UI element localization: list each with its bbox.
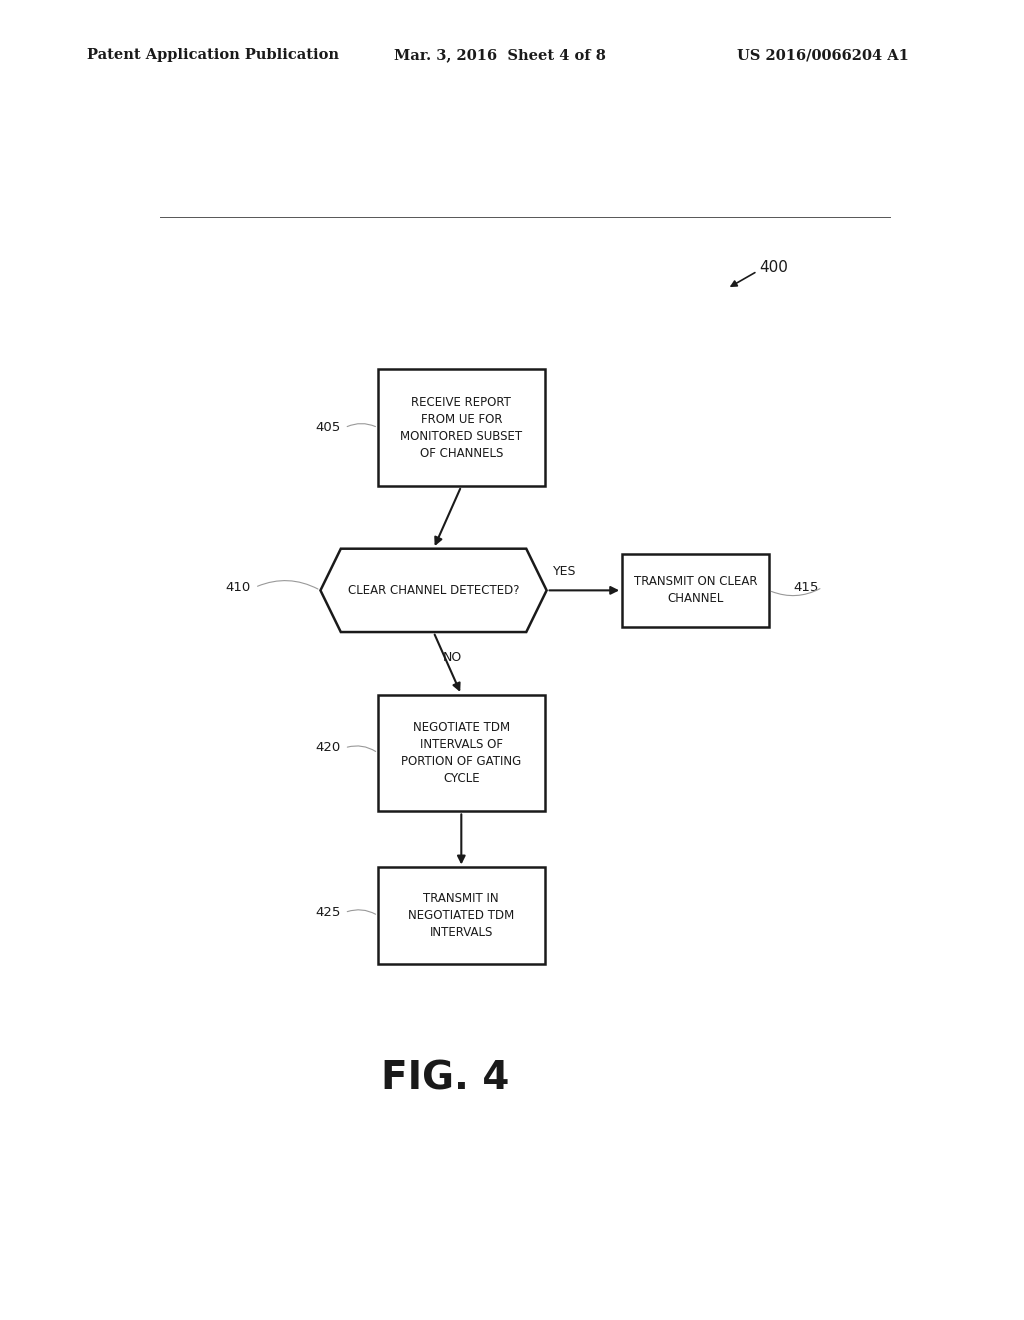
FancyBboxPatch shape [622, 554, 769, 627]
Text: 425: 425 [315, 906, 341, 919]
FancyBboxPatch shape [378, 694, 545, 812]
Text: NO: NO [443, 651, 462, 664]
Polygon shape [321, 549, 547, 632]
Text: CLEAR CHANNEL DETECTED?: CLEAR CHANNEL DETECTED? [348, 583, 519, 597]
Text: US 2016/0066204 A1: US 2016/0066204 A1 [737, 49, 909, 62]
Text: TRANSMIT ON CLEAR
CHANNEL: TRANSMIT ON CLEAR CHANNEL [634, 576, 757, 606]
Text: Mar. 3, 2016  Sheet 4 of 8: Mar. 3, 2016 Sheet 4 of 8 [394, 49, 606, 62]
Text: TRANSMIT IN
NEGOTIATED TDM
INTERVALS: TRANSMIT IN NEGOTIATED TDM INTERVALS [409, 892, 514, 939]
Text: FIG. 4: FIG. 4 [381, 1059, 510, 1097]
Text: Patent Application Publication: Patent Application Publication [87, 49, 339, 62]
Text: YES: YES [553, 565, 577, 578]
Text: 410: 410 [225, 581, 251, 594]
Text: NEGOTIATE TDM
INTERVALS OF
PORTION OF GATING
CYCLE: NEGOTIATE TDM INTERVALS OF PORTION OF GA… [401, 721, 521, 785]
FancyBboxPatch shape [378, 867, 545, 964]
Text: 420: 420 [315, 742, 341, 755]
Text: 415: 415 [793, 581, 818, 594]
Text: 405: 405 [315, 421, 341, 434]
FancyBboxPatch shape [378, 370, 545, 486]
Text: RECEIVE REPORT
FROM UE FOR
MONITORED SUBSET
OF CHANNELS: RECEIVE REPORT FROM UE FOR MONITORED SUB… [400, 396, 522, 459]
Text: 400: 400 [759, 260, 787, 275]
